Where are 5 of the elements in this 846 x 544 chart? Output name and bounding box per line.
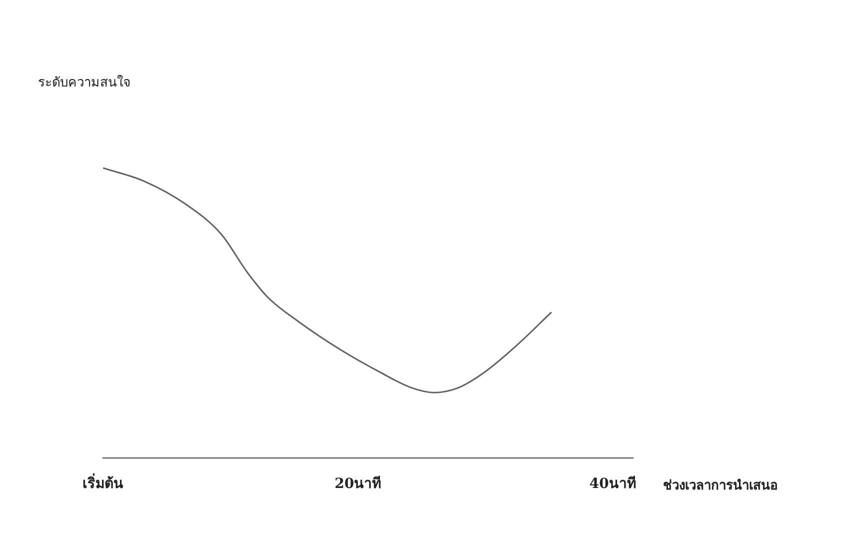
- text: ระดับความสนใจ: [38, 74, 131, 90]
- x-tick-label: เริ่มต้น: [82, 473, 124, 492]
- x-tick-label: 40นาที: [589, 476, 636, 492]
- x-tick-label: 20นาที: [334, 476, 382, 492]
- x-axis-title: ช่วงเวลาการนำเสนอ: [663, 478, 778, 494]
